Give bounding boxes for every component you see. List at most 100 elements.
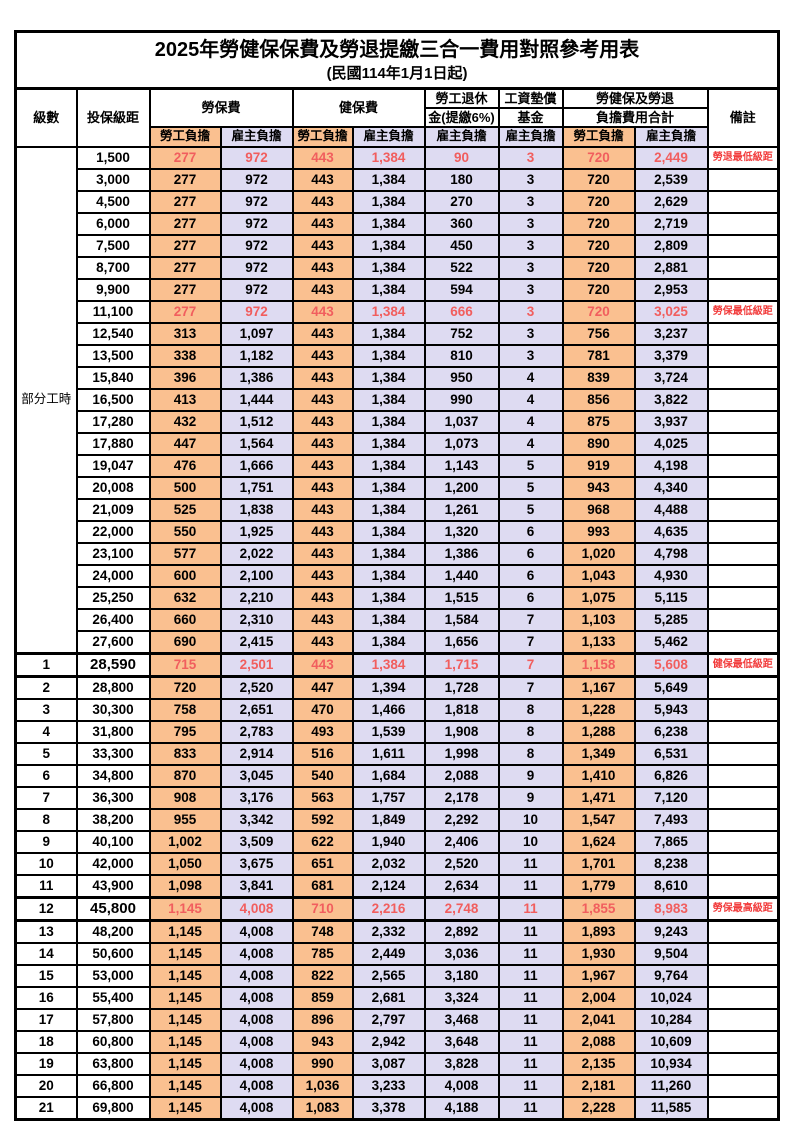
cell-remark [706,808,780,832]
table-row: 3 30,300 758 2,651 470 1,466 1,818 8 1,228 5,943 [14,698,780,722]
cell-labor-employer: 2,415 [219,630,294,655]
table-row: 部分工時 1,500 277 972 443 1,384 90 3 720 2,449 勞退最低級距 [14,146,780,655]
cell-health-employee: 748 [291,919,354,944]
cell-remark [706,630,780,655]
cell-total-employer: 5,115 [633,586,709,610]
cell-labor-employer: 3,342 [219,808,294,832]
cell-total-employer: 10,024 [633,986,709,1010]
cell-bracket: 69,800 [75,1096,151,1121]
cell-labor-employee: 1,145 [148,942,222,966]
cell-health-employee: 443 [291,388,354,412]
table-row: 20 66,800 1,145 4,008 1,036 3,233 4,008 11 2,181… [14,1074,780,1098]
cell-labor-employee: 795 [148,720,222,744]
cell-pension-employer: 3,036 [423,942,500,966]
col-header-pension-line1: 勞工退休 [423,87,500,109]
cell-labor-employee: 758 [148,698,222,722]
cell-bracket: 63,800 [75,1052,151,1076]
cell-total-employee: 1,020 [561,542,636,566]
cell-bracket: 6,000 [75,212,151,236]
table-row: 11 43,900 1,098 3,841 681 2,124 2,634 11 1,779 8,… [14,874,780,899]
cell-total-employee: 2,088 [561,1030,636,1054]
cell-pension-employer: 1,440 [423,564,500,588]
cell-health-employer: 1,849 [351,808,426,832]
cell-labor-employer: 2,651 [219,698,294,722]
cell-labor-employee: 715 [148,652,222,678]
col-header-remark: 備註 [706,87,780,148]
cell-health-employer: 1,384 [351,256,426,280]
cell-total-employee: 1,043 [561,564,636,588]
cell-health-employee: 1,036 [291,1074,354,1098]
cell-labor-employee: 313 [148,322,222,346]
cell-total-employer: 2,629 [633,190,709,214]
cell-bracket: 13,500 [75,344,151,368]
col-header-total-line1: 勞健保及勞退 [561,87,709,109]
cell-total-employee: 875 [561,410,636,434]
table-row: 21,009 525 1,838 443 1,384 1,261 5 968 4,488 [16,498,780,522]
cell-total-employee: 1,855 [561,896,636,922]
cell-total-employer: 9,764 [633,964,709,988]
cell-labor-employer: 1,751 [219,476,294,500]
cell-health-employee: 443 [291,498,354,522]
cell-health-employee: 443 [291,564,354,588]
cell-pension-employer: 1,584 [423,608,500,632]
cell-total-employer: 5,285 [633,608,709,632]
cell-total-employee: 1,103 [561,608,636,632]
cell-total-employer: 8,238 [633,852,709,876]
table-row: 8,700 277 972 443 1,384 522 3 720 2,881 [16,256,780,280]
cell-total-employee: 1,893 [561,919,636,944]
cell-labor-employee: 277 [148,234,222,258]
cell-health-employer: 1,384 [351,190,426,214]
cell-total-employee: 2,135 [561,1052,636,1076]
cell-health-employer: 1,684 [351,764,426,788]
cell-remark [706,1096,780,1121]
cell-health-employee: 443 [291,542,354,566]
cell-remark [706,586,780,610]
cell-health-employee: 443 [291,344,354,368]
cell-health-employer: 3,087 [351,1052,426,1076]
cell-level: 9 [14,830,78,854]
cell-total-employee: 720 [561,300,636,324]
cell-total-employer: 3,937 [633,410,709,434]
cell-labor-employer: 4,008 [219,1052,294,1076]
cell-labor-employee: 277 [148,278,222,302]
cell-health-employee: 493 [291,720,354,744]
cell-health-employer: 1,384 [351,366,426,390]
cell-bracket: 40,100 [75,830,151,854]
cell-health-employer: 1,384 [351,344,426,368]
cell-health-employer: 1,384 [351,454,426,478]
cell-pension-employer: 2,748 [423,896,500,922]
cell-wage-fund-employer: 3 [497,234,564,258]
cell-total-employee: 1,701 [561,852,636,876]
cell-pension-employer: 4,008 [423,1074,500,1098]
cell-pension-employer: 594 [423,278,500,302]
cell-labor-employee: 550 [148,520,222,544]
cell-labor-employee: 1,098 [148,874,222,899]
cell-wage-fund-employer: 10 [497,830,564,854]
cell-labor-employer: 1,925 [219,520,294,544]
cell-total-employer: 9,243 [633,919,709,944]
cell-wage-fund-employer: 11 [497,896,564,922]
cell-health-employee: 822 [291,964,354,988]
cell-bracket: 66,800 [75,1074,151,1098]
cell-health-employee: 443 [291,146,354,170]
cell-wage-fund-employer: 3 [497,146,564,170]
cell-total-employee: 720 [561,146,636,170]
cell-labor-employer: 3,176 [219,786,294,810]
cell-health-employer: 1,384 [351,520,426,544]
cell-labor-employer: 972 [219,256,294,280]
cell-health-employee: 651 [291,852,354,876]
cell-level: 21 [14,1096,78,1121]
cell-total-employer: 4,930 [633,564,709,588]
cell-labor-employer: 4,008 [219,919,294,944]
cell-bracket: 30,300 [75,698,151,722]
cell-level: 18 [14,1030,78,1054]
cell-total-employee: 968 [561,498,636,522]
cell-bracket: 7,500 [75,234,151,258]
cell-remark [706,986,780,1010]
cell-total-employer: 5,649 [633,675,709,700]
cell-remark [706,786,780,810]
cell-pension-employer: 990 [423,388,500,412]
table-row: 18 60,800 1,145 4,008 943 2,942 3,648 11 2,088 10… [14,1030,780,1054]
cell-pension-employer: 4,188 [423,1096,500,1121]
cell-pension-employer: 1,728 [423,675,500,700]
